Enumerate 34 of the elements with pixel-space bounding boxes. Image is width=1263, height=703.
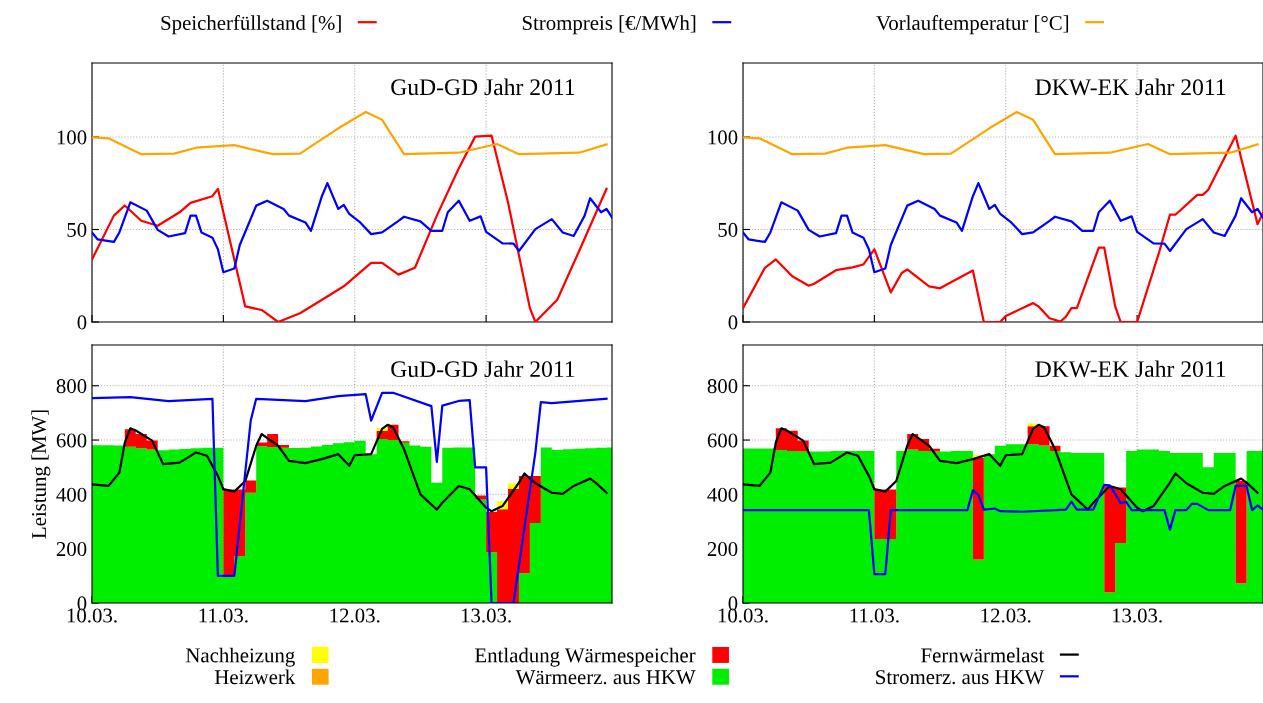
y-tick-label: 600 bbox=[707, 433, 738, 448]
y-tick-label: 100 bbox=[57, 130, 87, 145]
y-tick-label: 600 bbox=[56, 433, 87, 448]
x-tick-label: 12.03. bbox=[330, 608, 380, 623]
x-tick-label: 11.03. bbox=[199, 608, 248, 623]
legend-label: Stromerz. aus HKW bbox=[876, 670, 1045, 685]
legend-label: Strompreis [€/MWh] bbox=[522, 15, 696, 35]
y-tick-label: 0 bbox=[728, 315, 738, 330]
y-tick-label: 50 bbox=[718, 222, 738, 237]
x-tick-label: 13.03. bbox=[461, 608, 511, 623]
y-tick-label: 400 bbox=[56, 487, 87, 502]
text: DKW-EK Jahr 2011 bbox=[1035, 360, 1226, 378]
y-tick-label: 0 bbox=[77, 315, 87, 330]
legend-label: Vorlauftemperatur [°C] bbox=[876, 15, 1069, 35]
text: GuD-GD Jahr 2011 bbox=[391, 78, 575, 96]
legend-label: Heizwerk bbox=[214, 669, 296, 685]
x-tick-label: 13.03. bbox=[1112, 608, 1162, 623]
y-tick-label: 400 bbox=[707, 487, 738, 502]
x-tick-label: 11.03. bbox=[850, 608, 899, 623]
y-axis-title: Leistung [MW] bbox=[31, 410, 51, 539]
text: GuD-GD Jahr 2011 bbox=[391, 360, 575, 378]
y-tick-label: 100 bbox=[708, 130, 738, 145]
y-tick-label: 800 bbox=[707, 379, 738, 394]
x-tick-label: 12.03. bbox=[981, 608, 1031, 623]
y-tick-label: 200 bbox=[707, 542, 738, 557]
legend-label: Speicherfüllstand [%] bbox=[161, 15, 341, 35]
legend-label: Nachheizung bbox=[185, 647, 295, 667]
legend-label: Entladung Wärmespeicher bbox=[475, 647, 696, 667]
legend-label: Wärmeerz. aus HKW bbox=[515, 670, 696, 685]
legend-label: Fernwärmelast bbox=[921, 647, 1045, 663]
y-tick-label: 800 bbox=[56, 379, 87, 394]
y-tick-label: 50 bbox=[67, 222, 87, 237]
text: DKW-EK Jahr 2011 bbox=[1035, 78, 1226, 96]
y-tick-label: 200 bbox=[56, 542, 87, 557]
